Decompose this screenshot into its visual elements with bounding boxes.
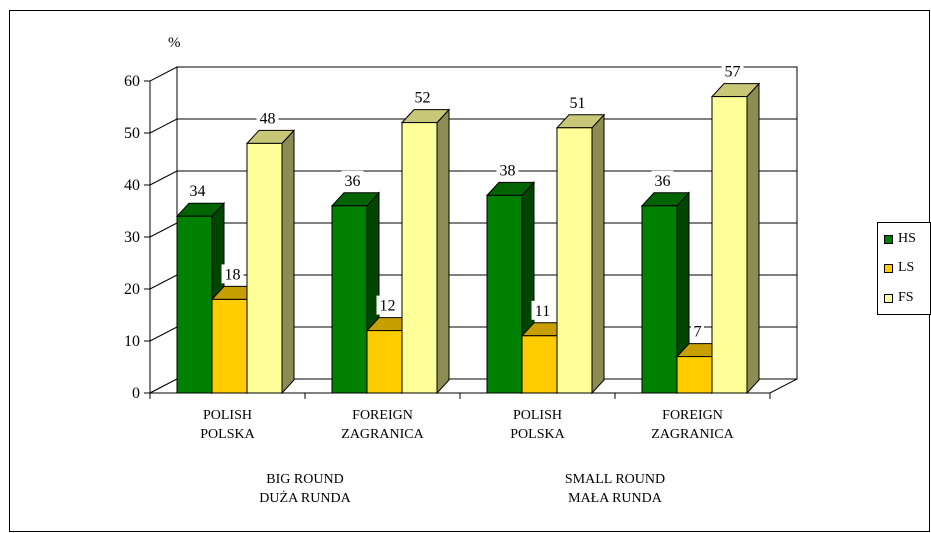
group-label-line2: DUŻA RUNDA bbox=[259, 491, 351, 506]
group-label-2: SMALL ROUND MAŁA RUNDA bbox=[505, 470, 725, 508]
bar-fs-3-front bbox=[556, 127, 593, 394]
bar-hs-4-front bbox=[641, 205, 678, 394]
y-tick-label: 30 bbox=[124, 229, 140, 246]
data-label-bg bbox=[341, 170, 364, 190]
legend-swatch-hs bbox=[884, 234, 893, 244]
bar-fs-2-front bbox=[401, 122, 438, 394]
category-label-line1: POLISH bbox=[512, 408, 562, 423]
bar-fs-3-side bbox=[591, 113, 605, 395]
gridline-side bbox=[149, 170, 178, 186]
bar-fs-1-front bbox=[246, 142, 283, 394]
y-tick-label: 0 bbox=[132, 385, 140, 402]
bar-fs-1 bbox=[245, 129, 296, 395]
data-label-bg bbox=[186, 181, 209, 201]
bar-ls-2-front bbox=[366, 330, 403, 394]
category-label-4: FOREIGN ZAGRANICA bbox=[623, 406, 763, 444]
data-label-fs-3: 51 bbox=[570, 95, 586, 112]
bar-hs-3-front bbox=[486, 194, 523, 394]
gridline-side bbox=[149, 118, 178, 134]
data-labels: 34 18 48 36 12 52 38 11 51 36 7 57 bbox=[186, 61, 744, 341]
group-label-line1: SMALL ROUND bbox=[564, 472, 666, 487]
data-label-ls-4: 7 bbox=[694, 324, 702, 341]
bar-hs-3 bbox=[485, 181, 536, 395]
bar-hs-1-front bbox=[176, 215, 213, 394]
bar-fs-3 bbox=[555, 113, 606, 395]
category-label-2: FOREIGN ZAGRANICA bbox=[313, 406, 453, 444]
data-label-hs-1: 34 bbox=[190, 183, 206, 200]
legend-item-ls: LS bbox=[884, 259, 914, 277]
data-label-bg bbox=[531, 300, 554, 320]
bar-ls-3-front bbox=[521, 335, 558, 394]
data-label-hs-4: 36 bbox=[655, 173, 671, 190]
data-label-bg bbox=[721, 61, 744, 81]
data-label-bg bbox=[566, 92, 589, 112]
y-tick-label: 60 bbox=[124, 73, 140, 90]
category-label-line1: FOREIGN bbox=[662, 408, 723, 423]
bar-ls-4-front bbox=[676, 356, 713, 394]
legend-label-hs: HS bbox=[898, 231, 916, 246]
legend-swatch-fs bbox=[884, 293, 893, 303]
category-label-line2: POLSKA bbox=[200, 427, 255, 442]
data-label-fs-1: 48 bbox=[260, 110, 276, 127]
data-label-bg bbox=[256, 108, 279, 128]
category-label-line2: ZAGRANICA bbox=[651, 427, 734, 442]
category-label-line2: ZAGRANICA bbox=[341, 427, 424, 442]
category-label-line2: POLSKA bbox=[510, 427, 565, 442]
data-label-bg bbox=[691, 321, 704, 341]
legend: HS LS FS bbox=[877, 222, 931, 315]
y-axis-label: % bbox=[168, 35, 181, 51]
bar-fs-4-front bbox=[711, 96, 748, 394]
group-label-line2: MAŁA RUNDA bbox=[568, 491, 662, 506]
data-label-bg bbox=[651, 170, 674, 190]
y-tick-label: 50 bbox=[124, 125, 140, 142]
gridline-side bbox=[149, 222, 178, 238]
bar-fs-4 bbox=[710, 82, 761, 395]
category-label-1: POLISH POLSKA bbox=[158, 406, 298, 444]
group-label-line1: BIG ROUND bbox=[266, 472, 344, 487]
data-label-hs-2: 36 bbox=[345, 173, 361, 190]
bar-hs-2-front bbox=[331, 205, 368, 394]
group-label-1: BIG ROUND DUŻA RUNDA bbox=[195, 470, 415, 508]
data-label-bg bbox=[221, 264, 244, 284]
y-tick-label: 40 bbox=[124, 177, 140, 194]
axes: 0 10 20 30 40 50 60 bbox=[124, 73, 771, 402]
legend-label-ls: LS bbox=[898, 260, 915, 275]
category-label-3: POLISH POLSKA bbox=[468, 406, 608, 444]
data-label-hs-3: 38 bbox=[500, 162, 516, 179]
bar-fs-4-side bbox=[746, 82, 760, 395]
category-label-line1: FOREIGN bbox=[352, 408, 413, 423]
category-label-line1: POLISH bbox=[202, 408, 252, 423]
data-label-fs-4: 57 bbox=[725, 64, 741, 81]
bar-fs-1-side bbox=[281, 129, 295, 395]
data-label-bg bbox=[411, 87, 434, 107]
legend-swatch-ls bbox=[884, 263, 893, 273]
bar-hs-4 bbox=[640, 191, 691, 395]
bar-fs-2 bbox=[400, 108, 451, 395]
y-tick-label: 20 bbox=[124, 281, 140, 298]
data-label-bg bbox=[496, 160, 519, 180]
gridline-side bbox=[149, 274, 178, 290]
bar-ls-1-front bbox=[211, 298, 248, 394]
data-label-fs-2: 52 bbox=[415, 90, 431, 107]
legend-item-hs: HS bbox=[884, 230, 916, 248]
data-label-ls-2: 12 bbox=[380, 298, 396, 315]
data-label-ls-3: 11 bbox=[535, 303, 550, 320]
bar-fs-2-side bbox=[436, 108, 450, 395]
y-tick-label: 10 bbox=[124, 333, 140, 350]
data-label-ls-1: 18 bbox=[225, 266, 241, 283]
legend-item-fs: FS bbox=[884, 289, 914, 307]
bar-hs-2 bbox=[330, 191, 381, 395]
gridline-side bbox=[149, 326, 178, 342]
bars bbox=[175, 82, 761, 395]
legend-label-fs: FS bbox=[898, 290, 914, 305]
data-label-bg bbox=[376, 295, 399, 315]
